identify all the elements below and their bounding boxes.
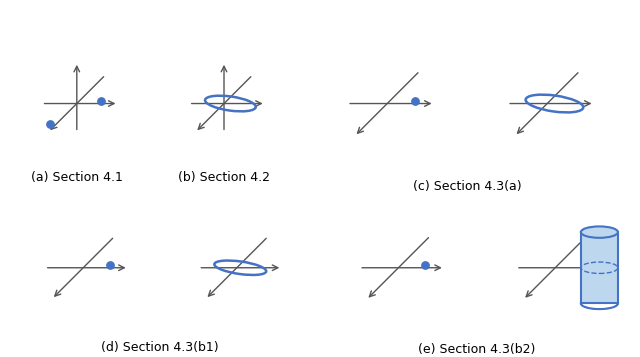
Text: (d) Section 4.3(b1): (d) Section 4.3(b1) [101, 342, 219, 355]
Text: (a) Section 4.1: (a) Section 4.1 [31, 171, 123, 184]
Point [96, 98, 106, 104]
Point [45, 121, 55, 127]
Text: (b) Section 4.2: (b) Section 4.2 [178, 171, 270, 184]
Point [104, 262, 115, 268]
Point [410, 98, 420, 104]
Point [420, 262, 431, 268]
Ellipse shape [581, 226, 618, 238]
Text: (c) Section 4.3(a): (c) Section 4.3(a) [413, 180, 522, 193]
Text: (e) Section 4.3(b2): (e) Section 4.3(b2) [418, 343, 536, 356]
Polygon shape [581, 232, 618, 303]
